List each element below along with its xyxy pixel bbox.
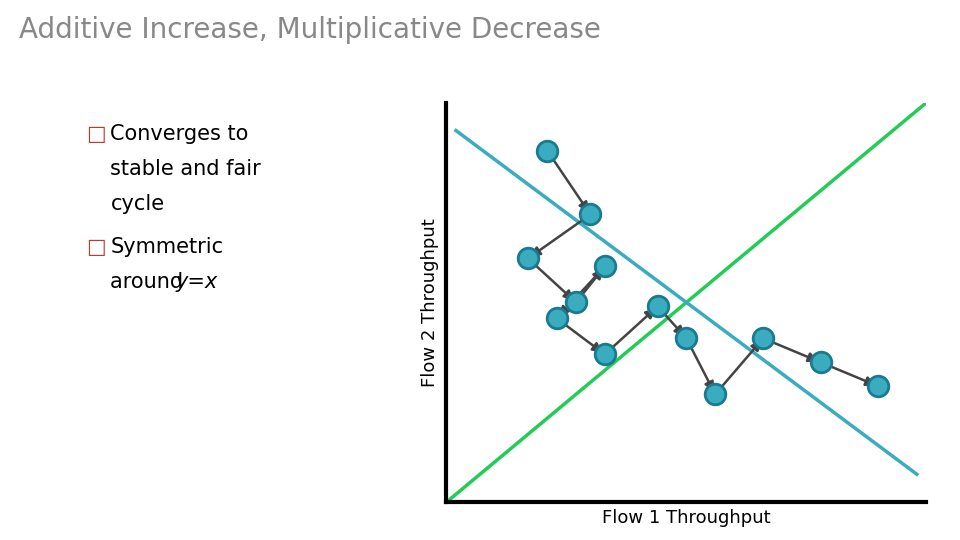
Text: Additive Increase, Multiplicative Decrease: Additive Increase, Multiplicative Decrea… <box>19 16 601 44</box>
X-axis label: Flow 1 Throughput: Flow 1 Throughput <box>602 509 771 527</box>
Point <box>708 390 723 399</box>
Point <box>597 262 612 271</box>
Text: stable and fair: stable and fair <box>110 159 261 179</box>
Point <box>549 314 564 323</box>
Text: □: □ <box>86 237 107 256</box>
Text: Symmetric: Symmetric <box>110 237 224 256</box>
Point <box>756 334 771 343</box>
Text: cycle: cycle <box>110 194 164 214</box>
Point <box>871 382 886 390</box>
Text: Converges to: Converges to <box>110 124 249 144</box>
Point <box>568 298 584 307</box>
Point <box>679 334 694 343</box>
Point <box>597 350 612 359</box>
Text: y=x: y=x <box>176 272 218 292</box>
Point <box>520 254 536 263</box>
Point <box>813 358 828 367</box>
Y-axis label: Flow 2 Throughput: Flow 2 Throughput <box>421 218 440 387</box>
Point <box>540 146 555 155</box>
Text: □: □ <box>86 124 107 144</box>
Text: around: around <box>110 272 190 292</box>
Point <box>583 210 598 219</box>
Point <box>650 302 665 310</box>
Text: 44: 44 <box>10 63 34 80</box>
